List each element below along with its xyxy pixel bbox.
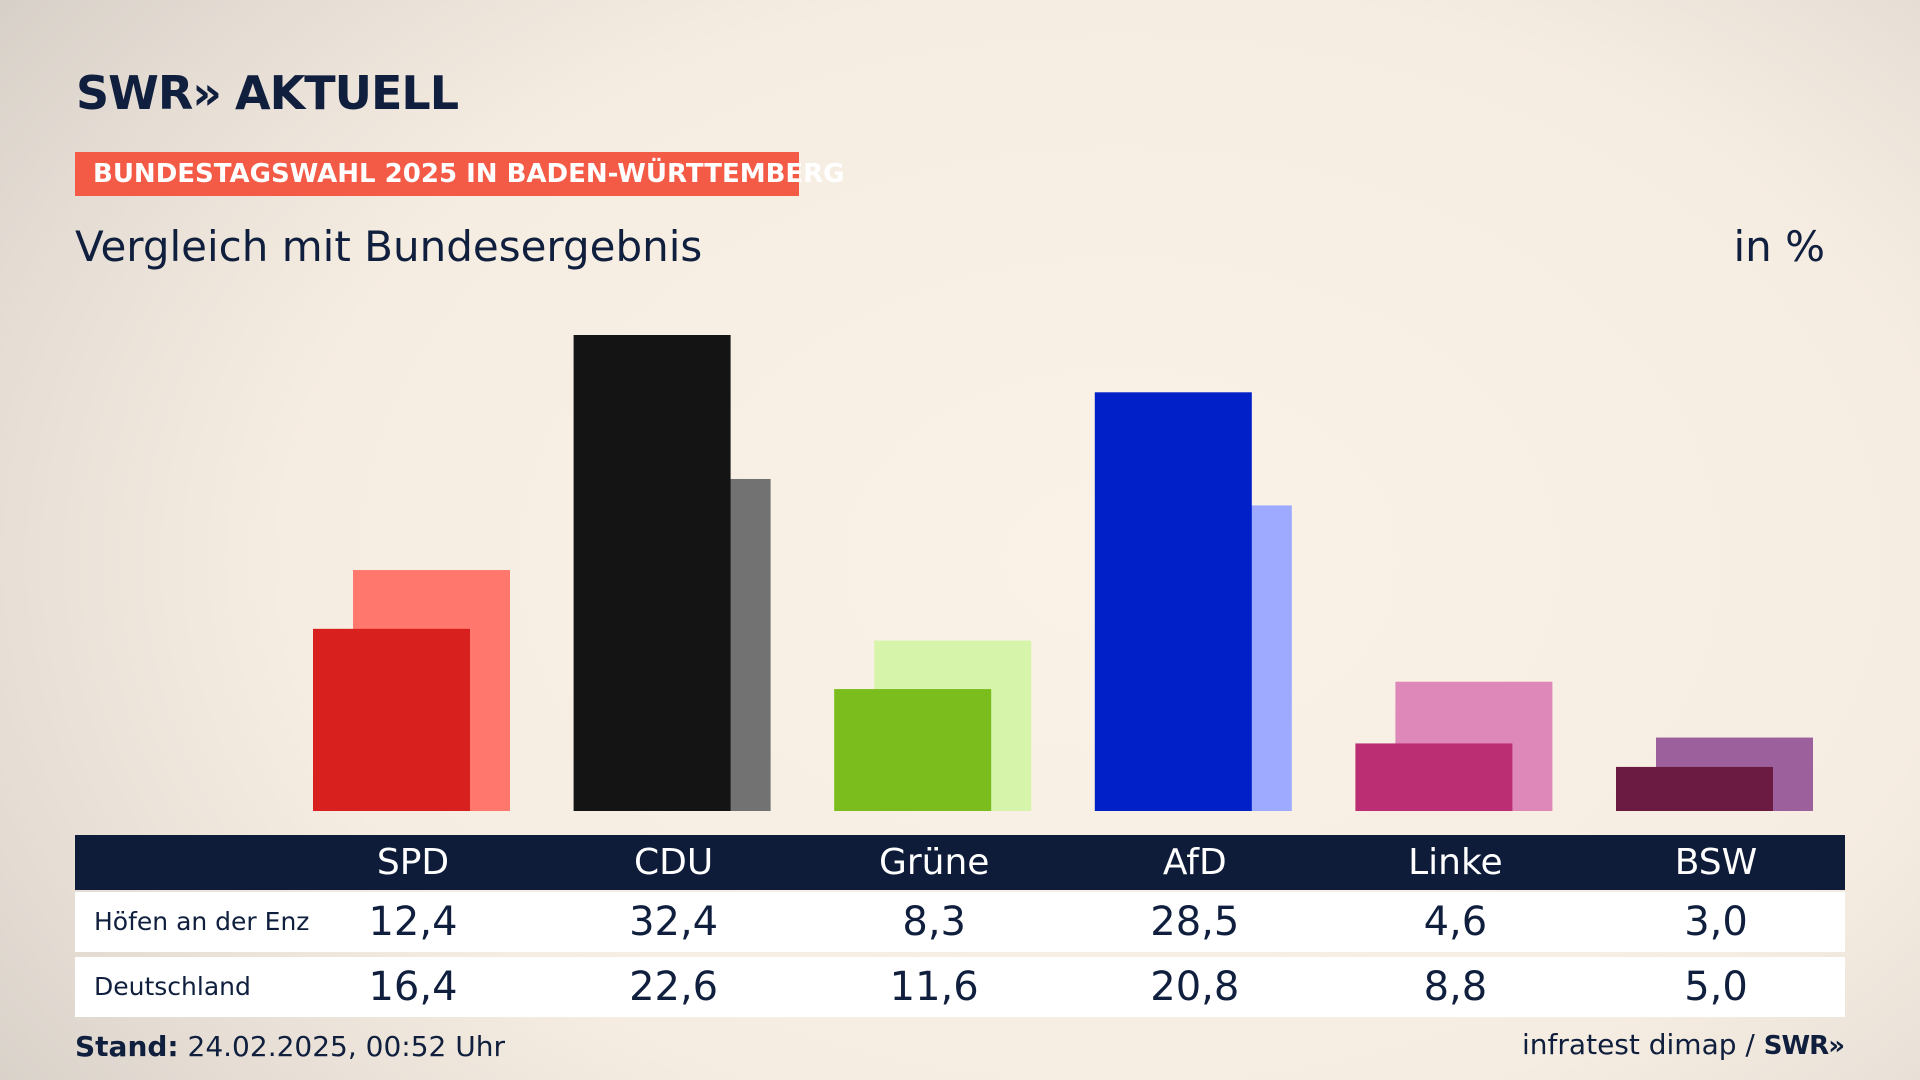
unit-label: in % bbox=[1733, 222, 1825, 271]
party-label-bsw: BSW bbox=[1674, 842, 1758, 883]
row-label-local: Höfen an der Enz bbox=[94, 907, 310, 936]
value-national-grüne: 11,6 bbox=[889, 964, 979, 1010]
value-national-cdu: 22,6 bbox=[629, 964, 719, 1010]
party-label-spd: SPD bbox=[376, 842, 450, 883]
election-banner: BUNDESTAGSWAHL 2025 IN BADEN-WÜRTTEMBERG bbox=[75, 152, 845, 196]
value-local-grüne: 8,3 bbox=[902, 899, 966, 945]
value-local-spd: 12,4 bbox=[368, 899, 458, 945]
source-credit: infratest dimap / SWR» bbox=[1522, 1028, 1845, 1061]
bar-local-spd bbox=[313, 628, 470, 811]
value-national-linke: 8,8 bbox=[1423, 964, 1488, 1010]
value-local-linke: 4,6 bbox=[1423, 899, 1488, 945]
bar-local-linke bbox=[1355, 743, 1513, 811]
table-row-national: Deutschland 16,4 22,6 11,6 20,8 8,8 5,0 bbox=[75, 957, 1845, 1017]
party-label-linke: Linke bbox=[1408, 842, 1503, 883]
results-table: SPD CDU Grüne AfD Linke BSW Höfen an der Enz … bbox=[75, 835, 1845, 1017]
row-label-national: Deutschland bbox=[94, 972, 251, 1001]
table-row-local: Höfen an der Enz 12,4 32,4 8,3 28,5 4,6 3,0 bbox=[75, 892, 1845, 952]
party-label-grüne: Grüne bbox=[878, 842, 990, 883]
value-national-afd: 20,8 bbox=[1150, 964, 1240, 1010]
party-header-row: SPD CDU Grüne AfD Linke BSW bbox=[75, 835, 1845, 890]
party-label-cdu: CDU bbox=[633, 842, 714, 883]
swr-small-logo: SWR» bbox=[1763, 1031, 1845, 1061]
value-local-afd: 28,5 bbox=[1150, 899, 1240, 945]
value-national-bsw: 5,0 bbox=[1684, 964, 1748, 1010]
bar-local-afd bbox=[1094, 392, 1252, 811]
chart-subtitle: Vergleich mit Bundesergebnis bbox=[75, 222, 703, 271]
value-local-cdu: 32,4 bbox=[629, 899, 719, 945]
timestamp: Stand: 24.02.2025, 00:52 Uhr bbox=[75, 1030, 505, 1063]
swr-aktuell-logo: SWR» AKTUELL bbox=[76, 66, 459, 120]
bar-local-bsw bbox=[1616, 766, 1773, 811]
bar-local-grüne bbox=[834, 689, 992, 811]
value-local-bsw: 3,0 bbox=[1684, 899, 1748, 945]
bar-local-cdu bbox=[573, 335, 731, 811]
bar-chart bbox=[313, 335, 1813, 811]
party-label-afd: AfD bbox=[1162, 842, 1227, 883]
value-national-spd: 16,4 bbox=[368, 964, 458, 1010]
